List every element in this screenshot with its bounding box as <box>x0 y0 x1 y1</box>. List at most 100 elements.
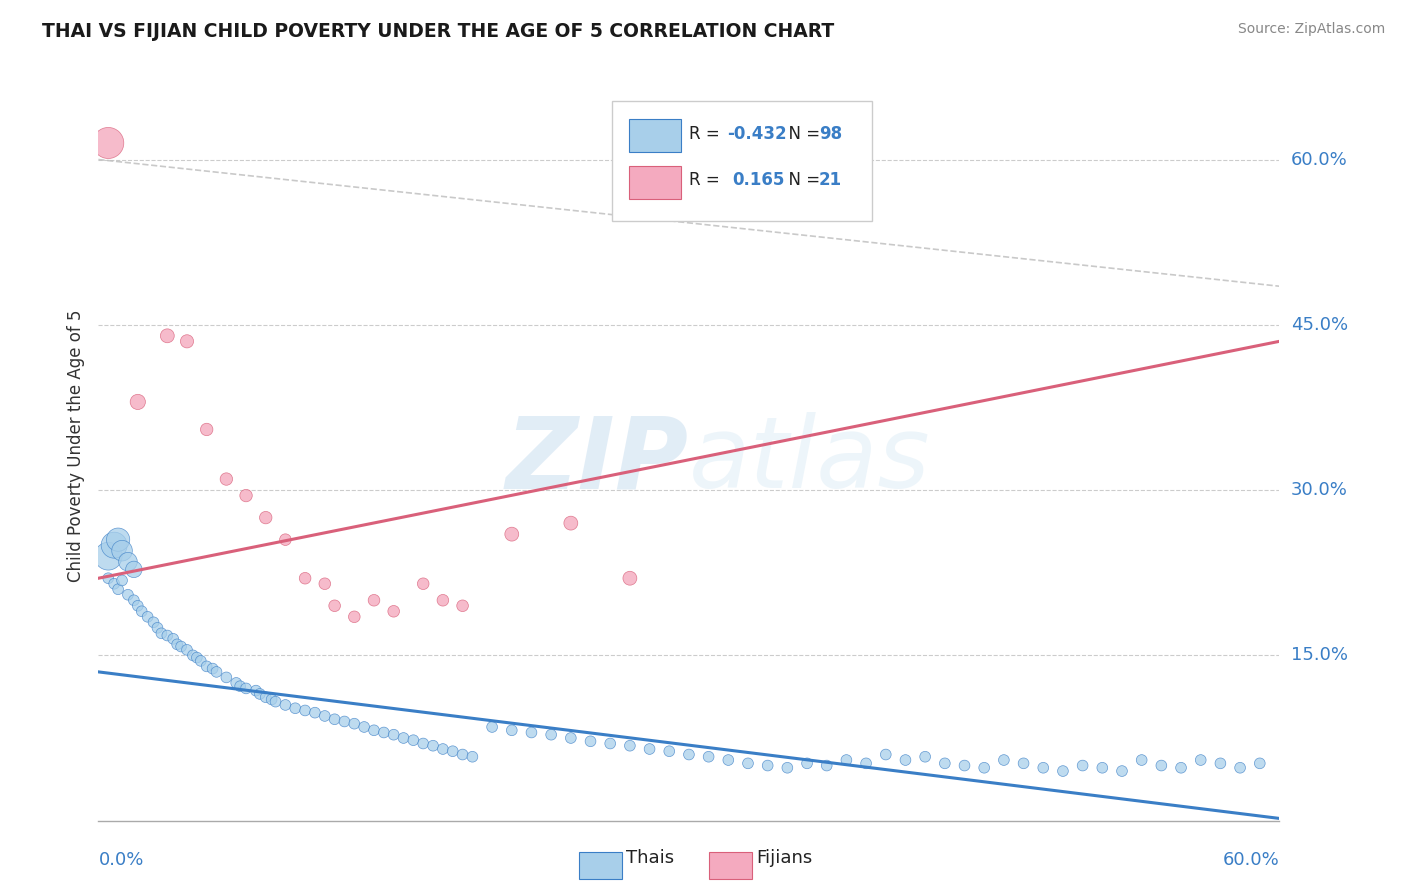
Point <box>412 737 434 751</box>
Point <box>481 720 503 734</box>
Text: 60.0%: 60.0% <box>1291 151 1347 169</box>
Point <box>97 571 120 585</box>
Point <box>717 753 740 767</box>
Point <box>304 706 326 720</box>
Point <box>619 571 641 585</box>
Point <box>1012 756 1035 771</box>
Point <box>697 749 720 764</box>
Point <box>170 640 193 654</box>
FancyBboxPatch shape <box>709 852 752 880</box>
Point <box>441 744 464 758</box>
Point <box>451 599 474 613</box>
Point <box>619 739 641 753</box>
FancyBboxPatch shape <box>612 102 872 221</box>
Point <box>1209 756 1232 771</box>
Point <box>245 683 267 698</box>
Point <box>314 709 336 723</box>
FancyBboxPatch shape <box>628 166 681 199</box>
Point <box>678 747 700 762</box>
Point <box>166 637 188 651</box>
Point <box>402 733 425 747</box>
Point <box>103 538 125 552</box>
Point <box>560 516 582 530</box>
Text: 98: 98 <box>818 125 842 143</box>
Point <box>432 742 454 756</box>
Point <box>162 632 184 646</box>
Point <box>235 681 257 696</box>
Point <box>501 527 523 541</box>
Point <box>284 701 307 715</box>
Point <box>599 737 621 751</box>
Point <box>422 739 444 753</box>
Point <box>520 725 543 739</box>
Point <box>274 533 297 547</box>
Point <box>363 593 385 607</box>
Point <box>122 593 145 607</box>
Text: 0.165: 0.165 <box>733 171 785 189</box>
FancyBboxPatch shape <box>579 852 621 880</box>
Point <box>127 599 149 613</box>
Point <box>136 609 159 624</box>
Point <box>855 756 877 771</box>
Point <box>1249 756 1271 771</box>
Point <box>432 593 454 607</box>
Text: N =: N = <box>778 125 825 143</box>
Point <box>1071 758 1094 772</box>
Point <box>146 621 169 635</box>
Point <box>111 543 134 558</box>
Point <box>205 665 228 679</box>
Text: 60.0%: 60.0% <box>1223 851 1279 869</box>
Point <box>461 749 484 764</box>
Point <box>373 725 395 739</box>
Point <box>314 576 336 591</box>
Text: R =: R = <box>689 171 725 189</box>
Point <box>142 615 165 630</box>
Point <box>1032 761 1054 775</box>
Text: N =: N = <box>778 171 825 189</box>
Point <box>894 753 917 767</box>
Point <box>382 604 405 618</box>
Point <box>111 574 134 588</box>
Point <box>274 698 297 712</box>
Point <box>190 654 212 668</box>
Point <box>103 576 125 591</box>
Point <box>353 720 375 734</box>
Point <box>973 761 995 775</box>
Point <box>254 510 277 524</box>
Point <box>343 716 366 731</box>
Point <box>993 753 1015 767</box>
Point <box>1229 761 1251 775</box>
Point <box>181 648 204 663</box>
Point <box>1130 753 1153 767</box>
Point <box>1170 761 1192 775</box>
Point <box>117 555 139 569</box>
Point <box>131 604 153 618</box>
Text: 15.0%: 15.0% <box>1291 647 1347 665</box>
Point <box>156 328 179 343</box>
Point <box>412 576 434 591</box>
Point <box>156 628 179 642</box>
Point <box>560 731 582 745</box>
Point <box>363 723 385 738</box>
Point <box>756 758 779 772</box>
Point <box>333 714 356 729</box>
Text: -0.432: -0.432 <box>727 125 786 143</box>
Point <box>176 334 198 349</box>
Point <box>540 728 562 742</box>
Point <box>107 533 129 547</box>
Point <box>294 703 316 717</box>
Point <box>215 670 238 684</box>
Text: ZIP: ZIP <box>506 412 689 509</box>
Point <box>235 489 257 503</box>
Point <box>658 744 681 758</box>
Text: 21: 21 <box>818 171 842 189</box>
Point <box>392 731 415 745</box>
Point <box>323 712 346 726</box>
Point <box>1052 764 1074 778</box>
Point <box>1150 758 1173 772</box>
Point <box>815 758 838 772</box>
Point <box>150 626 173 640</box>
Point <box>579 734 602 748</box>
Point <box>914 749 936 764</box>
Text: Source: ZipAtlas.com: Source: ZipAtlas.com <box>1237 22 1385 37</box>
